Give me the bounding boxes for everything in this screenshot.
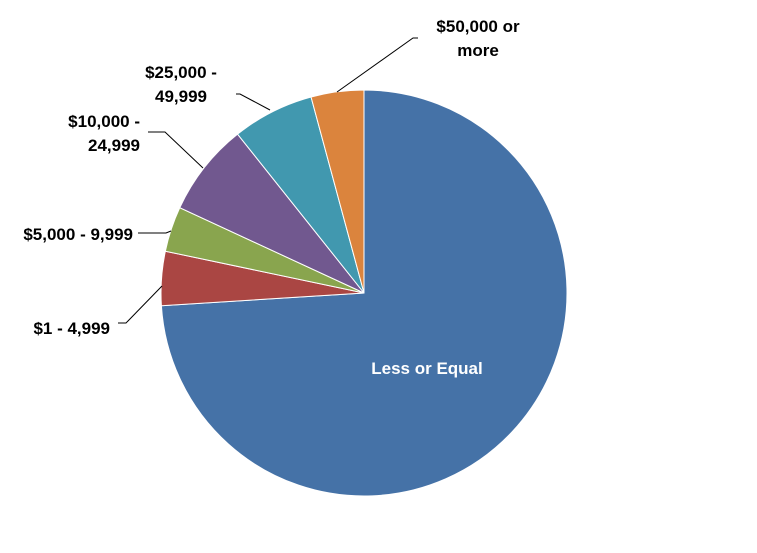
data-label-line: $10,000 - — [68, 112, 140, 131]
data-label-line: $25,000 - — [145, 63, 217, 82]
data-label-less-or-equal: Less or Equal — [371, 359, 482, 378]
data-label-1-4-999: $1 - 4,999 — [33, 319, 110, 338]
data-label-50-000-or-more: $50,000 or more — [436, 17, 520, 60]
leader-line-25-000-49-999 — [236, 93, 271, 111]
data-label-5-000-9-999: $5,000 - 9,999 — [23, 225, 133, 244]
leader-lines — [118, 37, 418, 324]
data-label-line: 49,999 — [155, 87, 207, 106]
data-label-line: $1 - 4,999 — [33, 319, 110, 338]
data-label-25-000-49-999: $25,000 - 49,999 — [145, 63, 217, 106]
data-labels: Less or Equal $1 - 4,999 $5,000 - 9,999 $10… — [23, 17, 520, 378]
data-label-line: $5,000 - 9,999 — [23, 225, 133, 244]
leader-line-5-000-9-999 — [138, 230, 172, 234]
leader-line-1-4-999 — [118, 285, 163, 324]
data-label-line: $50,000 or — [436, 17, 520, 36]
data-label-line: more — [457, 41, 499, 60]
leader-line-10-000-24-999 — [148, 131, 204, 169]
data-label-10-000-24-999: $10,000 - 24,999 — [68, 112, 140, 155]
leader-line-50-000-or-more — [336, 37, 418, 93]
data-label-line: 24,999 — [88, 136, 140, 155]
pie-slices — [160, 89, 568, 497]
data-label-line: Less or Equal — [371, 359, 482, 378]
